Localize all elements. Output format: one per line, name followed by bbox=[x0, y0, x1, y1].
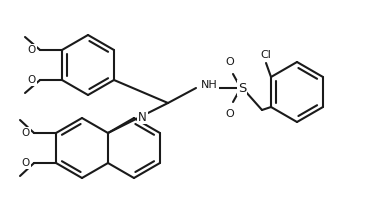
Text: NH: NH bbox=[201, 80, 218, 90]
Text: O: O bbox=[28, 45, 36, 55]
Text: O: O bbox=[226, 109, 234, 119]
Text: S: S bbox=[238, 82, 246, 94]
Text: O: O bbox=[28, 75, 36, 85]
Text: Cl: Cl bbox=[261, 50, 272, 60]
Text: O: O bbox=[22, 158, 30, 168]
Text: O: O bbox=[226, 57, 234, 67]
Text: O: O bbox=[22, 128, 30, 138]
Text: N: N bbox=[138, 111, 147, 124]
